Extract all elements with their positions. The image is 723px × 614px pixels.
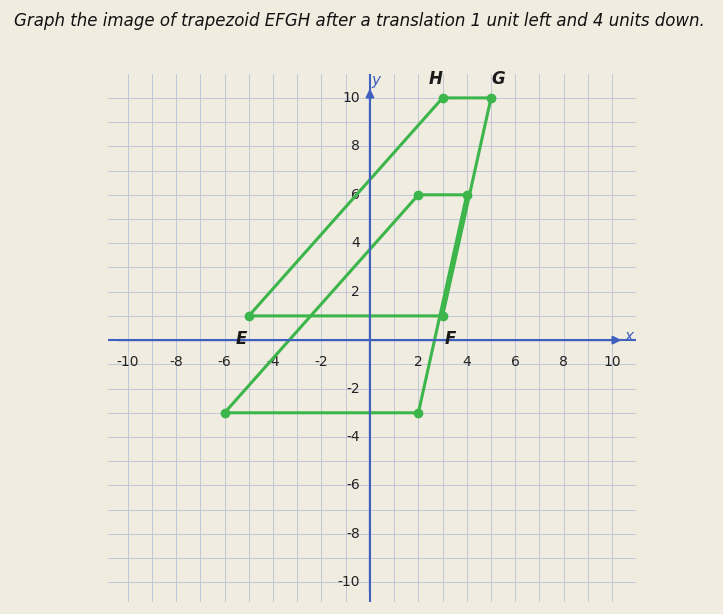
Text: 2: 2 [414, 355, 423, 368]
Text: -8: -8 [346, 527, 360, 541]
Text: -6: -6 [346, 478, 360, 492]
Text: x: x [625, 329, 633, 344]
Text: -2: -2 [315, 355, 328, 368]
Text: Graph the image of trapezoid EFGH after a translation 1 unit left and 4 units do: Graph the image of trapezoid EFGH after … [14, 12, 705, 30]
Text: E: E [236, 330, 247, 348]
Text: y: y [372, 74, 380, 88]
Text: 10: 10 [603, 355, 621, 368]
Text: 8: 8 [351, 139, 360, 154]
Text: 10: 10 [343, 91, 360, 105]
Text: H: H [429, 70, 442, 88]
Text: -6: -6 [218, 355, 231, 368]
Text: 6: 6 [351, 188, 360, 202]
Text: 6: 6 [511, 355, 520, 368]
Text: G: G [492, 70, 505, 88]
Text: 2: 2 [351, 285, 360, 298]
Text: 8: 8 [560, 355, 568, 368]
Text: -4: -4 [346, 430, 360, 444]
Text: -10: -10 [116, 355, 139, 368]
Text: 4: 4 [463, 355, 471, 368]
Text: -10: -10 [338, 575, 360, 589]
Text: -4: -4 [266, 355, 280, 368]
Text: -2: -2 [346, 381, 360, 395]
Text: F: F [444, 330, 455, 348]
Text: -8: -8 [169, 355, 183, 368]
Text: 4: 4 [351, 236, 360, 251]
